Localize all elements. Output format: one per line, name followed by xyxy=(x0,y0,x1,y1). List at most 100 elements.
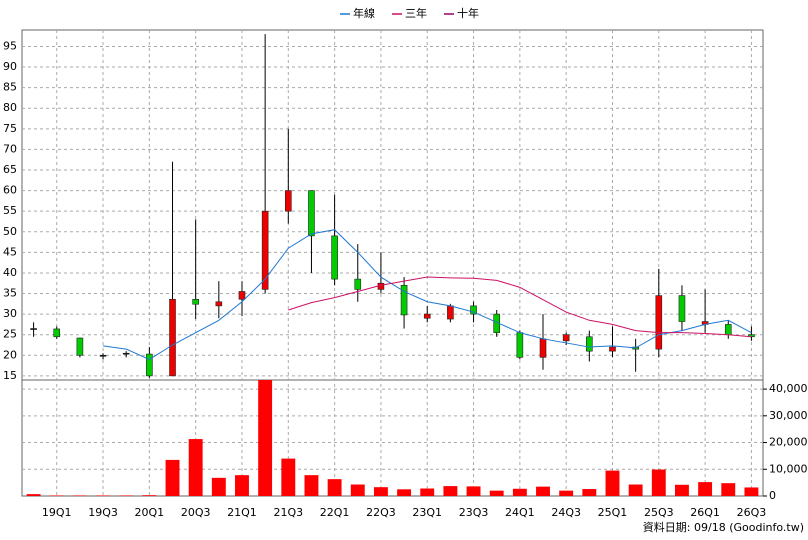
y-tick-label: 45 xyxy=(3,245,17,258)
candle-body xyxy=(169,298,176,377)
candle-body xyxy=(238,291,246,300)
volume-bar xyxy=(536,486,550,496)
candle-body xyxy=(586,336,593,352)
volume-bar xyxy=(605,470,620,496)
volume-bar xyxy=(698,482,713,496)
volume-bar xyxy=(281,458,296,496)
volume-bar xyxy=(512,488,527,496)
volume-bar xyxy=(582,489,597,496)
candle-body xyxy=(215,301,223,307)
candle-body xyxy=(539,338,547,358)
x-tick-label: 22Q3 xyxy=(366,506,396,519)
x-tick-label: 23Q3 xyxy=(459,506,489,519)
volume-bar xyxy=(350,484,365,496)
volume-bar xyxy=(304,475,319,496)
volume-bar xyxy=(327,479,342,496)
volume-bar xyxy=(559,490,574,496)
volume-bar xyxy=(675,484,689,496)
candle-body xyxy=(655,295,663,350)
volume-bar xyxy=(96,495,110,496)
ma-line xyxy=(102,229,752,360)
x-tick-label: 21Q3 xyxy=(273,506,303,519)
x-tick-label: 25Q3 xyxy=(644,506,674,519)
x-tick-label: 22Q1 xyxy=(320,506,350,519)
y-tick-label: 75 xyxy=(3,122,17,135)
candle-body xyxy=(724,324,732,336)
y-tick-label: 60 xyxy=(3,184,17,197)
x-tick-label: 19Q3 xyxy=(88,506,118,519)
volume-bar xyxy=(466,486,481,496)
x-tick-label: 21Q1 xyxy=(227,506,257,519)
x-tick-label: 24Q3 xyxy=(551,506,581,519)
y2-tick-label: 0 xyxy=(769,489,776,502)
y-tick-label: 90 xyxy=(3,60,17,73)
y-tick-label: 20 xyxy=(3,348,17,361)
candle-body xyxy=(470,305,477,315)
candle-body xyxy=(331,235,338,280)
y-tick-label: 40 xyxy=(3,266,17,279)
candle-body xyxy=(122,352,130,355)
candle-body xyxy=(423,313,431,319)
y-tick-label: 55 xyxy=(3,204,17,217)
volume-bar xyxy=(744,487,759,496)
legend-label: 年線 xyxy=(353,6,375,20)
volume-bar xyxy=(628,484,643,496)
volume-bar xyxy=(72,495,87,496)
x-tick-label: 25Q1 xyxy=(598,506,628,519)
candle-body xyxy=(562,334,570,342)
candle-body xyxy=(447,305,454,320)
volume-bar xyxy=(397,489,412,496)
y-tick-label: 25 xyxy=(3,328,17,341)
volume-bar xyxy=(489,490,504,496)
y-tick-label: 15 xyxy=(3,369,17,382)
volume-bar xyxy=(235,475,249,496)
x-tick-label: 20Q3 xyxy=(181,506,211,519)
candle-body xyxy=(30,328,37,330)
candle-body xyxy=(400,284,408,316)
y-tick-label: 95 xyxy=(3,39,17,52)
candle-body xyxy=(53,328,61,338)
volume-bar xyxy=(165,459,180,496)
x-tick-label: 26Q3 xyxy=(737,506,767,519)
candle-body xyxy=(146,353,153,377)
candle-body xyxy=(609,346,616,352)
volume-bar xyxy=(188,439,203,496)
candle-body xyxy=(192,298,199,305)
x-tick-label: 19Q1 xyxy=(42,506,72,519)
volume-bar xyxy=(211,477,226,496)
volume-bar xyxy=(651,469,666,496)
candle-body xyxy=(354,278,362,290)
volume-bar xyxy=(26,494,41,496)
volume-bar xyxy=(49,495,64,496)
volume-bar xyxy=(420,488,435,496)
x-tick-label: 24Q1 xyxy=(505,506,535,519)
legend-label: 十年 xyxy=(457,6,479,20)
plot-frame xyxy=(21,29,764,497)
y-tick-label: 35 xyxy=(3,287,17,300)
legend-label: 三年 xyxy=(405,6,427,20)
candle-body xyxy=(76,337,84,356)
y-tick-label: 50 xyxy=(3,225,17,238)
ma-line xyxy=(288,276,752,338)
y2-tick-label: 30,000 xyxy=(769,409,808,422)
y-tick-label: 65 xyxy=(3,163,17,176)
source-note: 資料日期: 09/18 (Goodinfo.tw) xyxy=(643,520,804,534)
y2-tick-label: 10,000 xyxy=(769,462,808,475)
volume-bar xyxy=(443,486,458,496)
candle-body xyxy=(261,210,269,290)
candle-body xyxy=(308,190,315,237)
volume-bar xyxy=(142,495,157,496)
y-tick-label: 80 xyxy=(3,101,17,114)
volume-bar xyxy=(119,495,134,496)
volume-bar xyxy=(373,487,388,496)
candle-body xyxy=(516,332,524,358)
y-tick-label: 30 xyxy=(3,307,17,320)
y-tick-label: 85 xyxy=(3,81,17,94)
x-tick-label: 23Q1 xyxy=(412,506,442,519)
volume-bar xyxy=(258,380,273,496)
volume-bar xyxy=(721,483,736,496)
x-tick-label: 26Q1 xyxy=(690,506,720,519)
candle-body xyxy=(678,295,686,322)
y-tick-label: 70 xyxy=(3,142,17,155)
